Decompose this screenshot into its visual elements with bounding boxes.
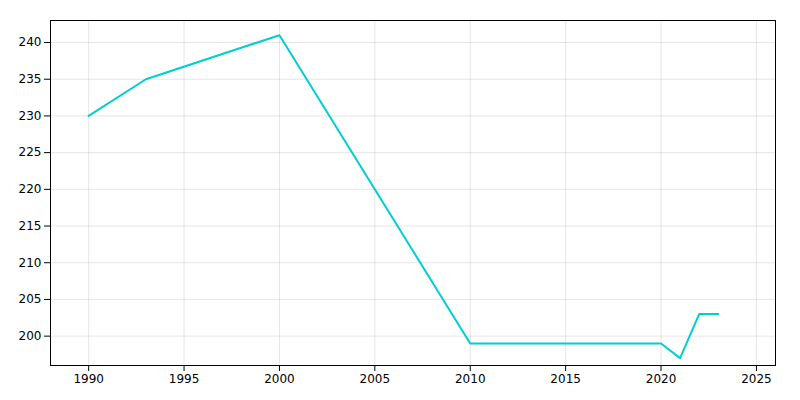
svg-text:220: 220 [19, 182, 42, 196]
svg-text:210: 210 [19, 256, 42, 270]
svg-text:230: 230 [19, 109, 42, 123]
svg-text:200: 200 [19, 329, 42, 343]
svg-text:215: 215 [19, 219, 42, 233]
svg-text:235: 235 [19, 72, 42, 86]
svg-text:2005: 2005 [360, 372, 391, 386]
svg-text:205: 205 [19, 292, 42, 306]
svg-text:1995: 1995 [169, 372, 200, 386]
svg-text:2010: 2010 [455, 372, 486, 386]
svg-text:2000: 2000 [264, 372, 295, 386]
svg-text:240: 240 [19, 35, 42, 49]
svg-text:2020: 2020 [646, 372, 677, 386]
svg-text:1990: 1990 [73, 372, 104, 386]
svg-text:2015: 2015 [550, 372, 581, 386]
svg-text:225: 225 [19, 145, 42, 159]
svg-text:2025: 2025 [741, 372, 772, 386]
